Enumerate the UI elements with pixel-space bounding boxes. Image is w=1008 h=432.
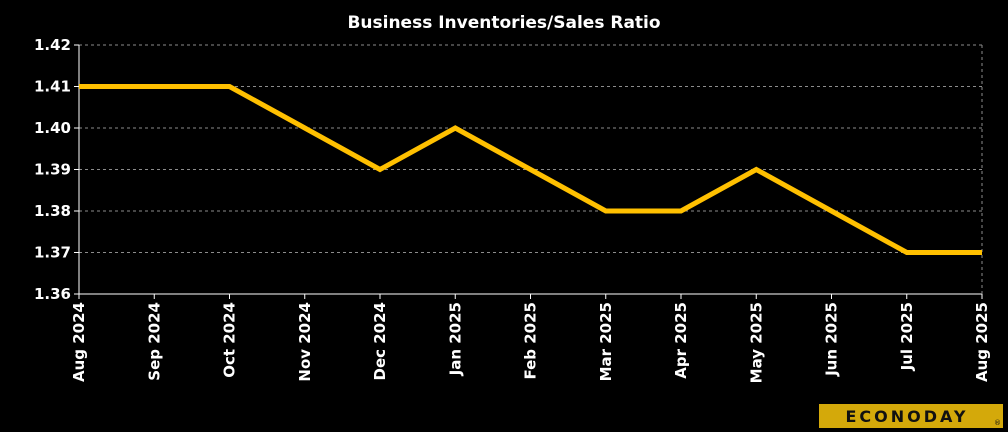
x-tick-label: Feb 2025 [522,302,540,380]
x-tick-label: Apr 2025 [672,302,690,379]
registered-mark: ® [994,419,1001,427]
series-lines [79,84,982,255]
logo-text: ECONODAY [846,407,969,426]
x-tick-label: Mar 2025 [597,302,615,381]
y-axis-tick-labels: 1.36 1.37 1.38 1.39 1.40 1.41 1.42 [34,36,71,303]
axes [74,44,983,299]
x-tick-label: Sep 2024 [145,302,163,381]
econoday-logo: ECONODAY ® [819,404,1003,428]
logo-background [819,404,1003,428]
y-tick-label: 1.40 [34,119,71,137]
x-tick-label: Oct 2024 [221,302,239,378]
y-tick-label: 1.36 [34,285,71,303]
y-tick-label: 1.42 [34,36,71,54]
x-tick-label: Jun 2025 [823,302,841,377]
y-tick-label: 1.38 [34,202,71,220]
chart-title: Business Inventories/Sales Ratio [347,13,660,33]
series-line-0 [79,84,982,255]
y-tick-label: 1.37 [34,244,71,262]
x-tick-label: Jul 2025 [898,302,916,371]
y-tick-label: 1.39 [34,161,71,179]
x-tick-label: Aug 2025 [973,302,991,382]
y-tick-label: 1.41 [34,78,71,96]
x-tick-label: Dec 2024 [371,302,389,381]
x-tick-label: Nov 2024 [296,302,314,382]
x-tick-label: Aug 2024 [70,302,88,382]
x-axis-tick-labels: Aug 2024 Sep 2024 Oct 2024 Nov 2024 Dec 2024… [70,302,991,383]
x-tick-label: Jan 2025 [446,302,464,376]
x-tick-label: May 2025 [747,302,765,383]
